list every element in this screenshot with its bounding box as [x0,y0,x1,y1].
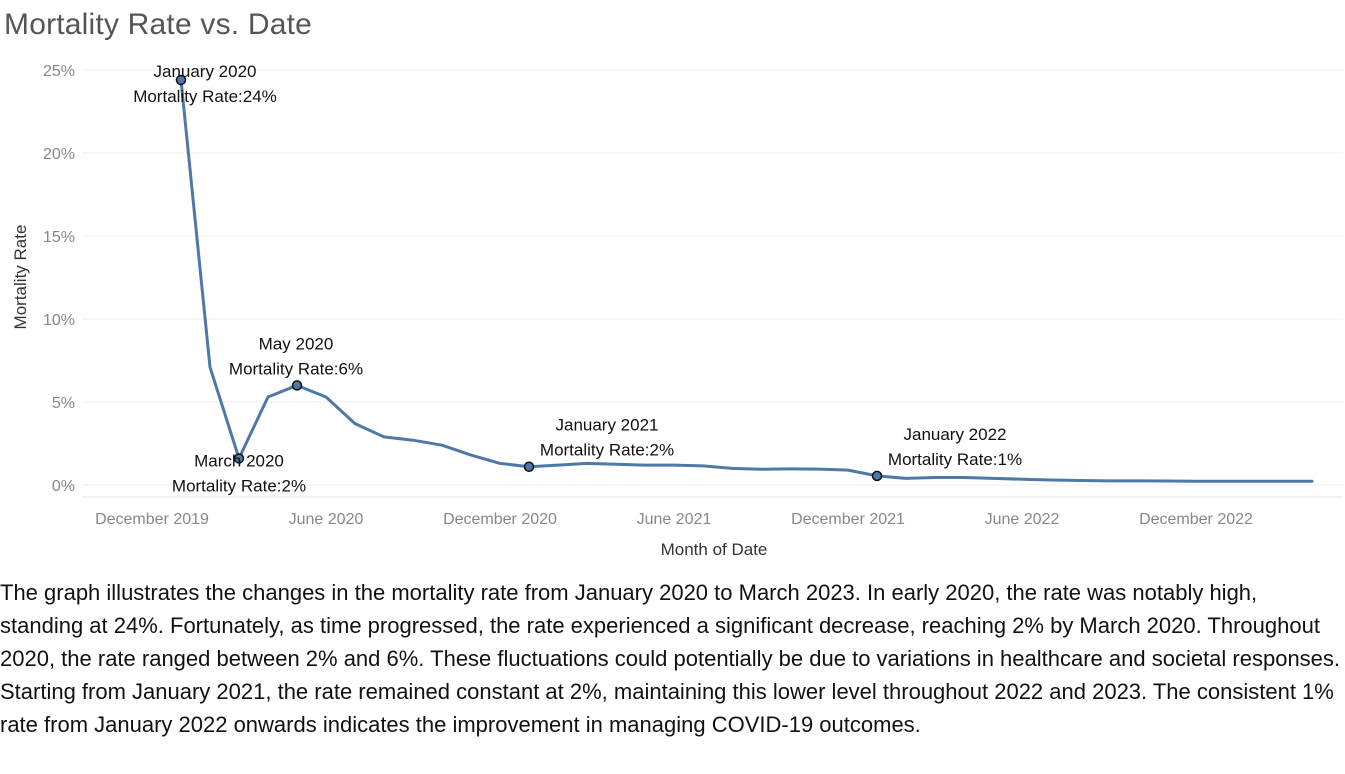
gridlines [82,69,1343,498]
x-axis-title: Month of Date [661,540,768,559]
y-tick-label: 0% [52,478,75,495]
annotation-value: Mortality Rate:1% [888,450,1022,469]
annotation-title: January 2022 [903,425,1006,444]
annotation-title: May 2020 [259,334,334,353]
y-axis-title: Mortality Rate [11,225,30,330]
y-tick-label: 10% [43,312,75,329]
annotation-labels: January 2020 Mortality Rate:24% March 2020… [133,62,1022,495]
x-tick-label: December 2020 [443,511,557,528]
annotation-value: Mortality Rate:6% [229,359,363,378]
x-tick-label: December 2021 [791,511,905,528]
annotation-point [175,74,187,86]
annotation-title: January 2021 [555,416,658,435]
annotation-point [523,461,535,472]
annotation-point [233,453,245,464]
annotation-point [871,470,883,482]
y-axis-ticks: 0% 5% 10% 15% 20% 25% [43,63,75,495]
annotation-point [291,380,303,391]
chart-title: Mortality Rate vs. Date [4,8,313,41]
line-chart: 0%5%10%15%20%25% December 2019 June 2020 D… [11,62,1343,559]
chart-description: The graph illustrates the changes in the… [0,580,1341,737]
annotation-value: Mortality Rate:2% [172,476,306,495]
x-axis-ticks: December 2019 June 2020 December 2020 June … [95,511,1253,528]
x-tick-label: June 2021 [637,511,712,528]
y-tick-label: 20% [43,146,75,163]
y-tick-label: 25% [43,63,75,80]
annotation-markers [175,74,883,482]
annotation-value: Mortality Rate:2% [540,441,674,460]
x-tick-label: December 2022 [1139,511,1253,528]
x-tick-label: June 2022 [985,511,1060,528]
y-tick-label: 5% [52,395,75,412]
annotation-title: March 2020 [194,451,284,470]
annotation-title: January 2020 [153,62,256,81]
series-line-group [179,78,1314,483]
annotation-value: Mortality Rate:24% [133,87,277,106]
x-tick-label: December 2019 [95,511,209,528]
x-tick-label: June 2020 [289,511,364,528]
y-tick-label: 15% [43,229,75,246]
series-line [179,78,1314,483]
